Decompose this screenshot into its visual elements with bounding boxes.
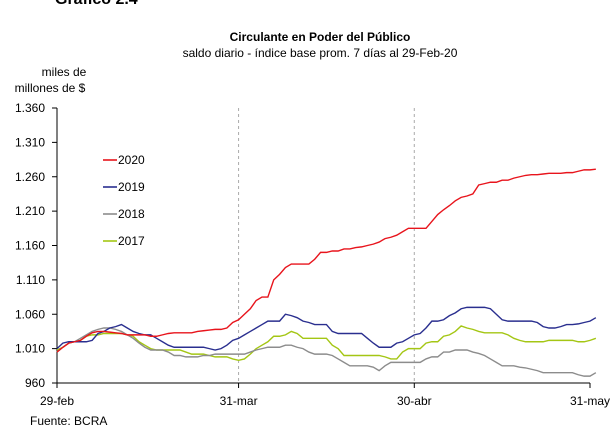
series-line xyxy=(56,325,597,362)
legend-label: 2020 xyxy=(118,153,145,167)
x-tick-label: 31-mar xyxy=(220,394,258,408)
legend-label: 2018 xyxy=(118,207,145,221)
y-tick-label: 1.110 xyxy=(16,273,45,287)
y-tick-label: 1.210 xyxy=(15,204,45,218)
series-line xyxy=(56,306,597,351)
y-tick-label: 1.160 xyxy=(15,239,45,253)
series-line xyxy=(56,168,596,353)
y-tick-label: 1.360 xyxy=(15,101,45,115)
y-axis-label: miles de xyxy=(42,65,87,79)
source: Fuente: BCRA xyxy=(30,414,107,425)
y-tick-label: 1.010 xyxy=(15,342,45,356)
x-tick-label: 30-abr xyxy=(397,394,432,408)
series-line xyxy=(56,327,597,377)
legend-label: 2019 xyxy=(118,180,145,194)
y-tick-label: 960 xyxy=(25,376,45,390)
y-axis-label: millones de $ xyxy=(15,81,86,95)
heading: Gráfico 2.4 xyxy=(55,0,138,8)
chart-title: Circulante en Poder del Público xyxy=(230,30,411,44)
y-tick-label: 1.310 xyxy=(15,135,45,149)
x-tick-label: 31-may xyxy=(570,394,610,408)
y-tick-label: 1.260 xyxy=(15,170,45,184)
legend-label: 2017 xyxy=(118,234,145,248)
x-tick-label: 29-feb xyxy=(40,394,74,408)
y-tick-label: 1.060 xyxy=(15,307,45,321)
chart-subtitle: saldo diario - índice base prom. 7 días … xyxy=(183,46,458,60)
